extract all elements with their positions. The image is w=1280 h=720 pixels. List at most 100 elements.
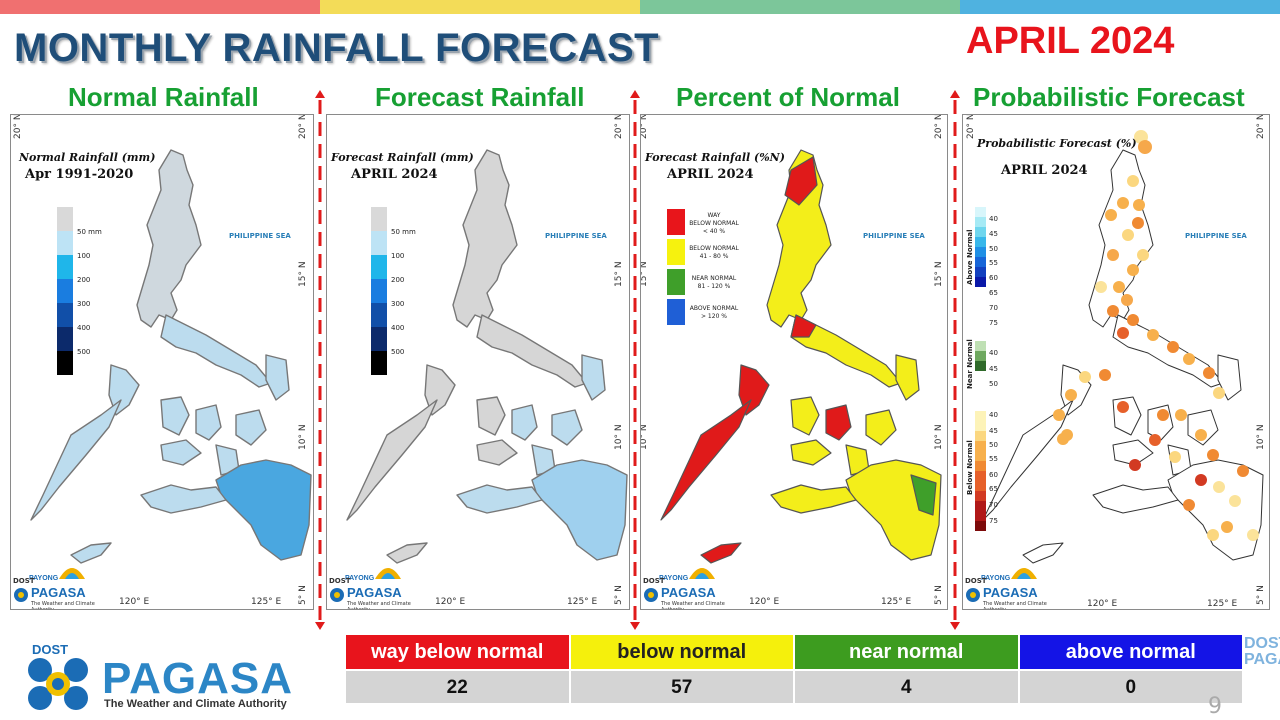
- scale-swatch: [975, 351, 986, 361]
- pagasa-mini-logo: PAYONG DOST PAGASA The Weather and Clima…: [13, 563, 103, 610]
- legend-label: 50 mm: [77, 228, 102, 236]
- pagasa-mini-logo: PAYONG DOST PAGASA The Weather and Clima…: [965, 563, 1055, 609]
- sea-label: PHILIPPINE SEA: [1185, 232, 1247, 240]
- panel-title-forecast: Forecast Rainfall: [375, 82, 585, 112]
- scale-swatch: [975, 441, 986, 451]
- legend-label: 50 mm: [391, 228, 416, 236]
- rainfall-legend: [57, 207, 73, 375]
- stripe-red: [0, 0, 320, 14]
- summary-header-cell: way below normal: [346, 635, 571, 669]
- scale-value: 50: [989, 245, 998, 253]
- legend-swatch-4: [57, 303, 73, 327]
- umbrella-icon: [1011, 568, 1037, 579]
- legend-swatch-2: [371, 255, 387, 279]
- lat-label: 5° N: [614, 585, 624, 605]
- scale-swatch: [975, 451, 986, 461]
- legend-swatch-0: [371, 207, 387, 231]
- scale-swatch: [975, 521, 986, 531]
- lat-label: 20° N: [1256, 114, 1266, 139]
- near-normal-scale: [975, 341, 986, 371]
- pagasa-emblem-icon: [330, 588, 344, 602]
- scale-swatch: [975, 267, 986, 277]
- map-landmass: [660, 149, 942, 564]
- legend-label: 400: [77, 324, 91, 332]
- scale-value: 70: [989, 304, 998, 312]
- map-title: Forecast Rainfall (mm): [331, 151, 474, 164]
- summary-value-cell: 22: [346, 669, 571, 703]
- legend-swatch-2: [667, 269, 685, 295]
- legend-swatch-1: [371, 231, 387, 255]
- legend-swatch-6: [57, 351, 73, 375]
- legend-swatch-6: [371, 351, 387, 375]
- scale-swatch: [975, 207, 986, 217]
- lat-label: 10° N: [640, 424, 649, 450]
- pagasa-tagline: The Weather and Climate Authority: [31, 601, 95, 610]
- scale-swatch: [975, 237, 986, 247]
- pagasa-name: PAGASA: [347, 585, 402, 600]
- lon-label: 120° E: [1087, 599, 1118, 609]
- summary-header-row: way below normal below normal near norma…: [346, 635, 1244, 669]
- pagasa-emblem-icon: [644, 588, 658, 602]
- scale-value: 40: [989, 349, 998, 357]
- legend-label: 300: [77, 300, 91, 308]
- summary-value-row: 22 57 4 0: [346, 669, 1244, 703]
- scale-value: 40: [989, 411, 998, 419]
- summary-value-cell: 4: [795, 669, 1020, 703]
- legend-swatch-3: [371, 279, 387, 303]
- legend-label: 500: [77, 348, 91, 356]
- map-panel-percent: Forecast Rainfall (%N) APRIL 2024 PHILIP…: [640, 114, 948, 610]
- page-title: MONTHLY RAINFALL FORECAST: [14, 26, 660, 70]
- umbrella-icon: [59, 568, 85, 579]
- dost-label: DOST: [329, 577, 351, 585]
- legend-label: 100: [391, 252, 405, 260]
- ghost-logo-text: DOST PAGASA: [1244, 636, 1280, 668]
- pagasa-mini-logo: PAYONG DOST PAGASA The Weather and Clima…: [643, 563, 733, 609]
- pagasa-logo: DOST PAGASA The Weather and Climate Auth…: [12, 640, 312, 716]
- lat-label: 5° N: [1256, 585, 1266, 605]
- scale-value: 50: [989, 441, 998, 449]
- map-title: Normal Rainfall (mm): [19, 151, 156, 164]
- lat-label: 20° N: [966, 114, 976, 139]
- scale-swatch: [975, 491, 986, 501]
- pagasa-tagline: The Weather and Climate Authority: [347, 601, 411, 610]
- legend-label: BELOW NORMAL 41 - 80 %: [689, 245, 739, 260]
- page-number: 9: [1208, 694, 1222, 719]
- ghost-logo-line: DOST: [1244, 635, 1280, 652]
- umbrella-icon: [689, 568, 715, 579]
- scale-value: 60: [989, 471, 998, 479]
- map-title: Forecast Rainfall (%N): [645, 151, 785, 164]
- scale-value: 75: [989, 517, 998, 525]
- lat-label: 20° N: [640, 114, 649, 139]
- legend-label: ABOVE NORMAL > 120 %: [689, 305, 739, 320]
- scale-value: 65: [989, 289, 998, 297]
- scale-swatch: [975, 341, 986, 351]
- summary-header-cell: above normal: [1019, 635, 1244, 669]
- scale-value: 50: [989, 380, 998, 388]
- scale-value: 55: [989, 455, 998, 463]
- scale-value: 40: [989, 215, 998, 223]
- ghost-logo-line: PAGASA: [1244, 651, 1280, 668]
- payong-label: PAYONG: [29, 575, 59, 582]
- scale-swatch: [975, 431, 986, 441]
- panel-title-normal: Normal Rainfall: [68, 82, 259, 112]
- pagasa-name: PAGASA: [983, 585, 1038, 600]
- legend-swatch-3: [57, 279, 73, 303]
- legend-swatch-1: [667, 239, 685, 265]
- scale-value: 45: [989, 427, 998, 435]
- lat-label: 15° N: [640, 261, 649, 287]
- scale-group-label: Near Normal: [966, 339, 974, 389]
- legend-swatch-2: [57, 255, 73, 279]
- lon-label: 125° E: [251, 597, 282, 607]
- legend-swatch-1: [57, 231, 73, 255]
- map-panel-normal: Normal Rainfall (mm) Apr 1991-2020 PHILI…: [10, 114, 314, 610]
- legend-label: 100: [77, 252, 91, 260]
- map-subtitle: APRIL 2024: [1001, 163, 1088, 178]
- pagasa-mini-logo: PAYONG DOST PAGASA The Weather and Clima…: [329, 563, 419, 610]
- pagasa-emblem-icon: [28, 658, 88, 710]
- dost-label: DOST: [13, 577, 35, 585]
- sea-label: PHILIPPINE SEA: [863, 232, 925, 240]
- scale-swatch: [975, 411, 986, 421]
- scale-swatch: [975, 227, 986, 237]
- pagasa-emblem-icon: [14, 588, 28, 602]
- summary-header-cell: near normal: [795, 635, 1020, 669]
